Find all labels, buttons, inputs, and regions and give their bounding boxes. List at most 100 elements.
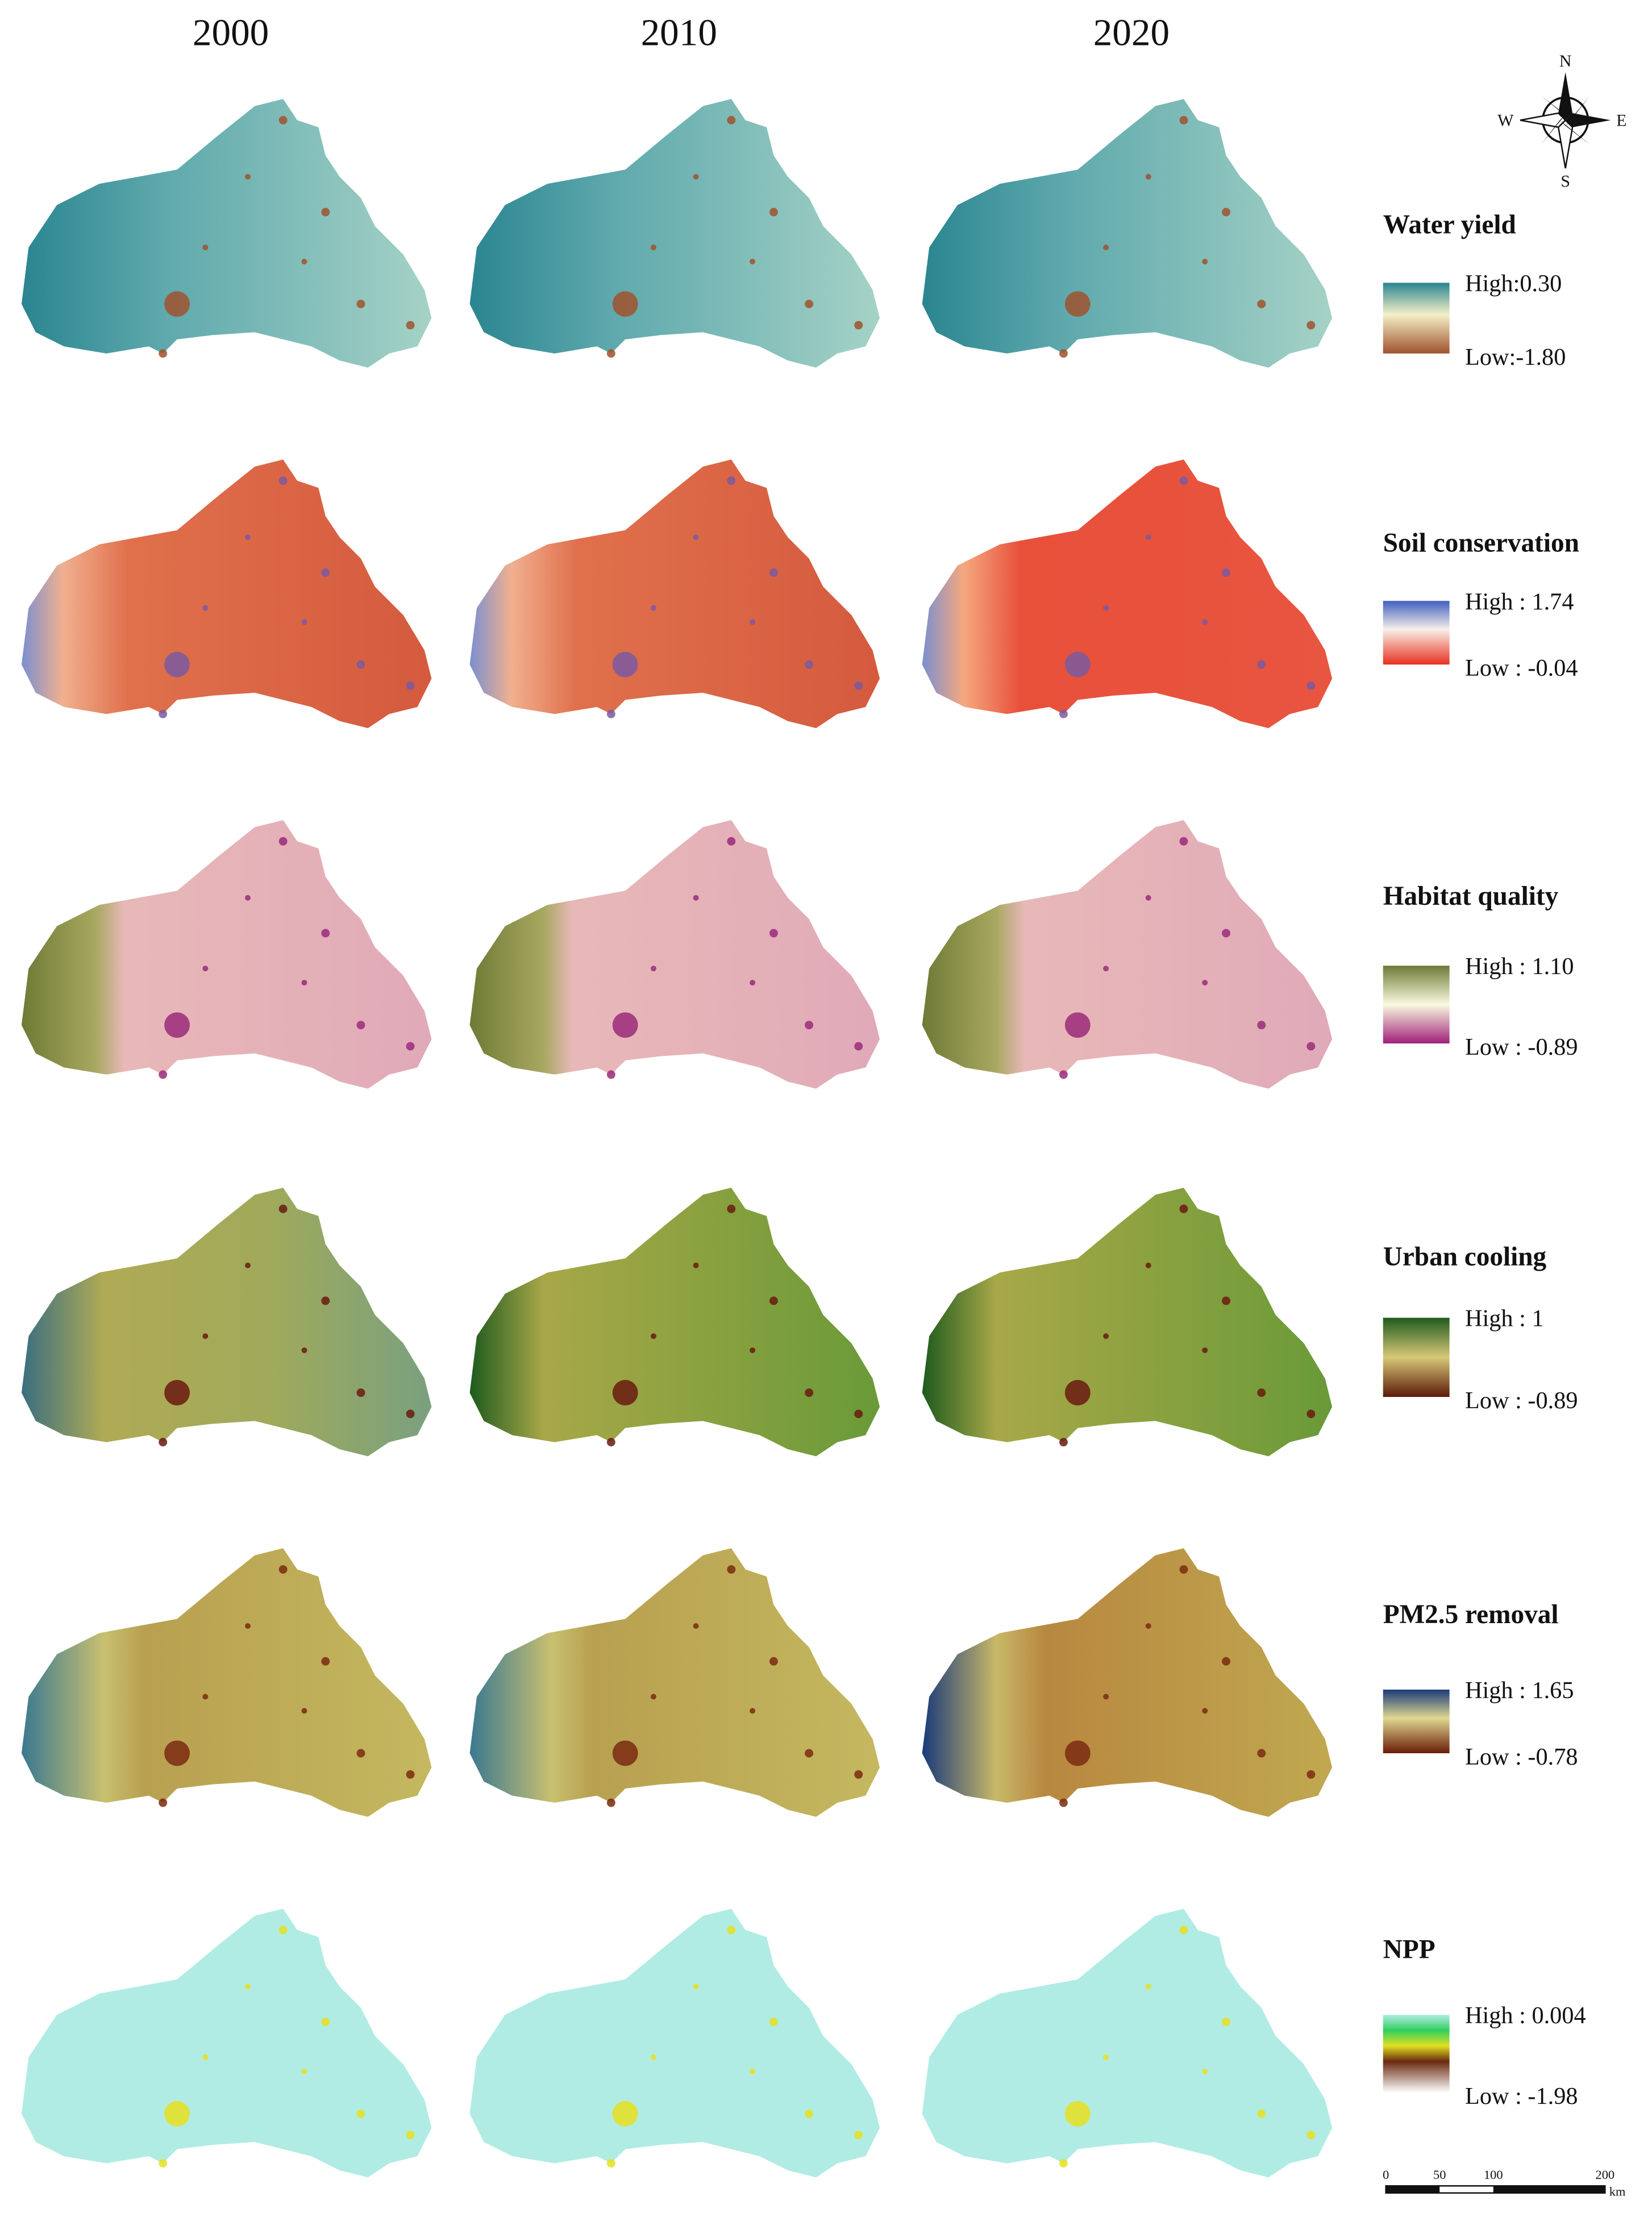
- legend-ramp: [1383, 1317, 1450, 1397]
- map-hotspot: [1064, 1380, 1091, 1405]
- map-hotspot: [164, 2100, 190, 2127]
- map-hotspot: [1222, 568, 1231, 577]
- map-region: [922, 1908, 1333, 2178]
- map-hotspot: [651, 605, 656, 611]
- map-hotspot: [727, 476, 736, 485]
- map-hotspot: [1103, 605, 1109, 611]
- map-hotspot: [202, 1333, 209, 1340]
- legend-high: High : 1.74: [1465, 588, 1574, 615]
- map-hotspot: [1222, 929, 1231, 938]
- map-hotspot: [1064, 651, 1091, 677]
- map-hotspot: [406, 2131, 415, 2140]
- map-hotspot: [1145, 1623, 1151, 1629]
- map-region: [469, 99, 880, 368]
- legend-high: High : 1: [1465, 1305, 1544, 1332]
- map-hotspot: [1202, 1347, 1208, 1353]
- map-hotspot: [727, 116, 736, 124]
- map-hotspot: [244, 1983, 251, 1990]
- map-hotspot: [612, 1740, 638, 1766]
- legend-ramp: [1383, 1690, 1450, 1753]
- map-hotspot: [202, 966, 209, 972]
- map-hotspot: [693, 1983, 699, 1990]
- map-hotspot: [769, 2018, 778, 2027]
- map-hotspot: [606, 1070, 615, 1079]
- map-hotspot: [278, 1204, 288, 1213]
- scale-label: 100: [1484, 2168, 1503, 2182]
- map-hotspot: [769, 568, 778, 577]
- map-hotspot: [1306, 681, 1316, 691]
- map-hotspot: [278, 1925, 288, 1935]
- map-hotspot: [1306, 2131, 1316, 2140]
- map-hotspot: [1257, 1388, 1266, 1397]
- map-hotspot: [693, 174, 699, 180]
- map-hotspot: [1103, 244, 1109, 251]
- map-hotspot: [1306, 1770, 1316, 1779]
- compass-needle: [1565, 113, 1611, 127]
- map-region: [21, 459, 432, 729]
- map-hotspot: [301, 1347, 307, 1353]
- map-hotspot: [202, 2054, 209, 2060]
- map-hotspot: [159, 2158, 168, 2168]
- map-hotspot: [202, 244, 209, 251]
- map-hotspot: [321, 1296, 330, 1305]
- map-hotspot: [1222, 2018, 1231, 2027]
- map-hotspot: [693, 1262, 699, 1268]
- map-hotspot: [356, 300, 365, 309]
- map-region: [922, 820, 1333, 1089]
- legend-low: Low : -0.04: [1465, 655, 1578, 681]
- map-hotspot: [1145, 534, 1151, 540]
- map-hotspot: [164, 291, 190, 317]
- map-hotspot: [1222, 1296, 1231, 1305]
- compass-s: S: [1561, 172, 1570, 190]
- map-hotspot: [606, 349, 615, 358]
- legend-high: High : 1.10: [1465, 953, 1574, 980]
- legend-ramp: [1383, 601, 1450, 665]
- map: [469, 459, 880, 729]
- map-hotspot: [356, 1021, 365, 1030]
- map: [922, 1908, 1333, 2178]
- map-hotspot: [406, 1042, 415, 1051]
- map-hotspot: [612, 291, 638, 317]
- map-hotspot: [159, 349, 168, 358]
- legend-low: Low : -0.89: [1465, 1387, 1578, 1414]
- map-hotspot: [805, 300, 814, 309]
- legend-high: High : 0.004: [1465, 2002, 1586, 2029]
- map-hotspot: [301, 980, 307, 986]
- map-hotspot: [1257, 1749, 1266, 1758]
- map-region: [469, 1187, 880, 1457]
- year-label: 2000: [193, 11, 269, 54]
- map-hotspot: [1222, 1657, 1231, 1666]
- map-hotspot: [750, 1708, 756, 1714]
- map-hotspot: [651, 1333, 656, 1340]
- map-hotspot: [1257, 300, 1266, 309]
- map: [21, 459, 432, 729]
- legend-title: Water yield: [1383, 210, 1516, 240]
- map: [21, 1187, 432, 1457]
- map-hotspot: [1064, 291, 1091, 317]
- map-region: [469, 459, 880, 729]
- map-hotspot: [159, 709, 168, 718]
- legend-ramp: [1383, 2015, 1450, 2093]
- map-hotspot: [1257, 660, 1266, 669]
- map-hotspot: [1103, 966, 1109, 972]
- map-hotspot: [1145, 895, 1151, 901]
- map-hotspot: [612, 1380, 638, 1405]
- map: [469, 1548, 880, 1817]
- map-hotspot: [651, 244, 656, 251]
- legend-low: Low : -0.89: [1465, 1034, 1578, 1060]
- map-hotspot: [321, 207, 330, 217]
- legend-title: NPP: [1383, 1935, 1435, 1965]
- map-hotspot: [693, 895, 699, 901]
- legend-ramp: [1383, 282, 1450, 353]
- map-hotspot: [159, 1438, 168, 1447]
- map-hotspot: [301, 1708, 307, 1714]
- map-hotspot: [769, 929, 778, 938]
- map: [922, 1187, 1333, 1457]
- map-region: [922, 459, 1333, 729]
- legend-ramp: [1383, 966, 1450, 1044]
- map-hotspot: [278, 837, 288, 846]
- map-hotspot: [244, 174, 251, 180]
- map-hotspot: [356, 660, 365, 669]
- map-hotspot: [1202, 1708, 1208, 1714]
- map-region: [922, 1187, 1333, 1457]
